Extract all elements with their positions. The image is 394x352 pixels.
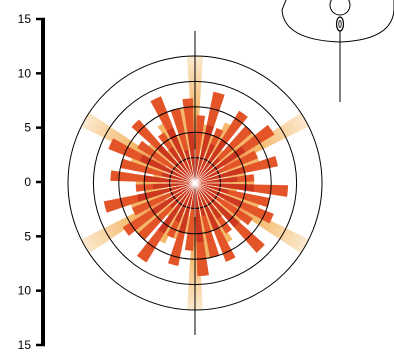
y-tick-label: 10 xyxy=(18,284,32,298)
radial-spoke xyxy=(183,151,196,184)
radial-spoke xyxy=(194,182,213,213)
bar-series-3 xyxy=(151,183,195,215)
radial-spoke xyxy=(194,153,213,184)
radial-spoke xyxy=(194,182,229,190)
bar-series-3 xyxy=(195,157,221,183)
bar-series-3 xyxy=(136,183,195,202)
radial-spoke xyxy=(165,165,196,184)
radial-spoke xyxy=(165,182,196,201)
radial-spoke xyxy=(194,171,227,184)
grid-spokes xyxy=(161,31,229,335)
radial-spoke xyxy=(194,176,229,184)
bar-series-3 xyxy=(169,183,195,209)
compass-needle-core xyxy=(338,20,342,28)
radial-spoke xyxy=(163,171,196,184)
radial-spoke xyxy=(194,182,207,215)
bar-series-3 xyxy=(174,183,195,223)
y-tick-label: 15 xyxy=(18,12,32,26)
radial-spoke xyxy=(194,182,225,201)
radial-spoke xyxy=(168,161,196,184)
radial-spoke xyxy=(194,161,222,184)
radial-spoke xyxy=(173,182,196,210)
compass-needle-icon xyxy=(335,16,345,32)
y-axis-ticks: 15 10 5 0 5 10 15 xyxy=(18,12,45,352)
bar-series-3 xyxy=(178,183,195,233)
radial-spoke xyxy=(177,182,196,213)
radial-spoke xyxy=(188,182,196,217)
bar-series-3 xyxy=(158,183,195,234)
radial-spoke xyxy=(173,156,196,184)
bar-series-3 xyxy=(139,154,195,183)
radial-spoke xyxy=(194,156,217,184)
bar-series-3 xyxy=(195,183,255,192)
bar-series-3 xyxy=(195,183,222,220)
bar-series-3 xyxy=(184,149,195,183)
y-tick-label: 5 xyxy=(24,121,31,135)
radial-spoke xyxy=(194,182,222,205)
radial-spoke xyxy=(194,182,227,195)
bar-series-3 xyxy=(195,183,204,243)
bar-series-3 xyxy=(195,183,217,199)
compass-widget[interactable] xyxy=(281,0,394,102)
y-tick-label: 5 xyxy=(24,229,31,243)
radial-spoke xyxy=(161,182,196,190)
bar-series-3 xyxy=(195,183,243,208)
bar-series-3 xyxy=(195,124,214,183)
bar-series-3 xyxy=(195,146,246,183)
bar-series-3 xyxy=(195,139,227,183)
radial-spoke xyxy=(168,182,196,205)
bar-series-3 xyxy=(168,146,195,183)
bar-series-3 xyxy=(195,166,245,183)
radial-spoke xyxy=(177,153,196,184)
bar-series-3 xyxy=(161,172,195,183)
bar-series-3 xyxy=(173,167,195,183)
y-tick-label: 0 xyxy=(24,175,31,189)
bar-series-3 xyxy=(195,170,219,183)
radial-spoke xyxy=(194,182,217,210)
radial-spoke xyxy=(183,182,196,215)
radial-spoke xyxy=(194,151,207,184)
compass-hub xyxy=(329,0,351,16)
bar-series-3 xyxy=(195,143,216,183)
bar-series-3 xyxy=(156,144,195,183)
radial-spoke xyxy=(161,176,196,184)
radial-spoke xyxy=(163,182,196,195)
radial-spoke xyxy=(194,149,202,184)
bar-series-3 xyxy=(195,183,206,217)
y-tick-label: 10 xyxy=(18,66,32,80)
y-tick-label: 15 xyxy=(18,338,32,352)
bar-series-3 xyxy=(195,183,220,231)
bar-series-3 xyxy=(171,183,195,196)
bar-series-3 xyxy=(195,183,229,194)
radial-spoke xyxy=(194,182,202,217)
bar-series-3 xyxy=(166,127,195,183)
radial-spoke xyxy=(188,149,196,184)
radial-spoke xyxy=(194,165,225,184)
bar-series-3 xyxy=(195,183,240,228)
